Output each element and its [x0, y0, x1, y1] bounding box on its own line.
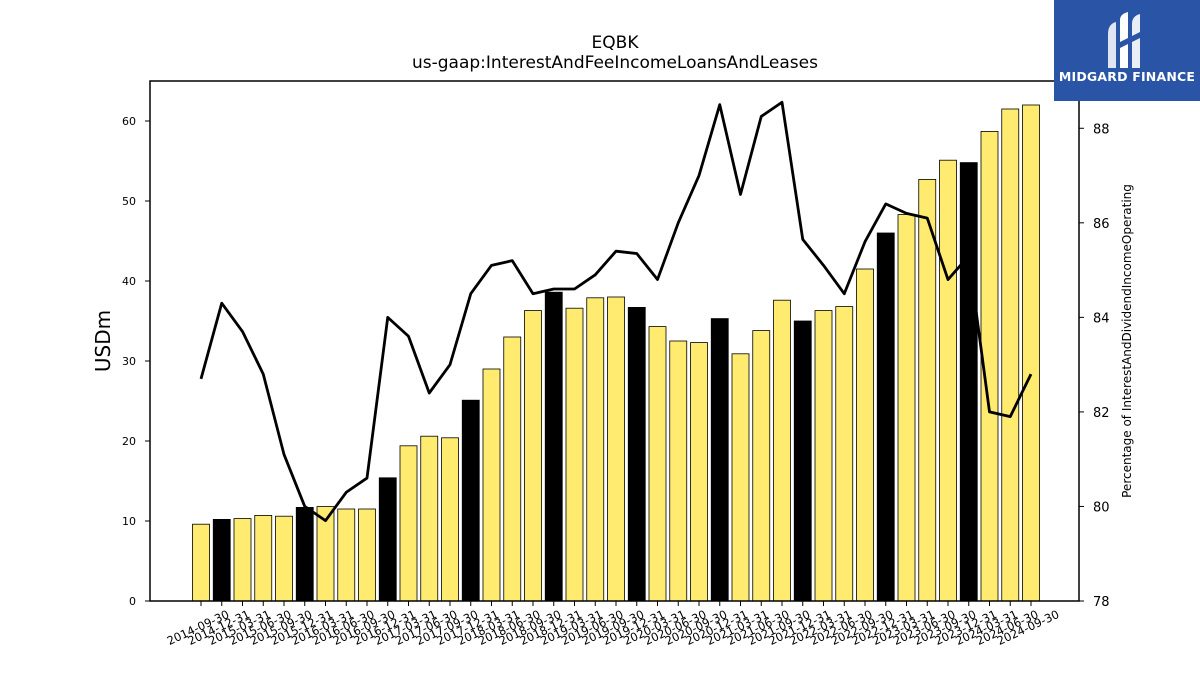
bar-2021-12-31 — [793, 320, 812, 602]
bar-2023-03-31 — [897, 214, 916, 602]
bar-series — [192, 104, 1040, 602]
bar-2015-06-30 — [254, 515, 273, 602]
y-tick-label-30: 30 — [122, 355, 136, 368]
x-axis: 2014-09-302014-12-312015-03-312015-06-30… — [165, 601, 1061, 648]
line-series — [199, 100, 1033, 523]
bar-2017-09-30 — [441, 437, 459, 602]
y-tick-label-40: 40 — [122, 275, 136, 288]
bar-2023-09-30 — [939, 159, 957, 602]
bar-2019-12-31 — [627, 306, 646, 602]
y-tick-label-60: 60 — [122, 115, 136, 128]
bar-2022-03-31 — [814, 310, 833, 602]
bar-2016-09-30 — [358, 508, 376, 602]
bar-2016-12-31 — [378, 477, 397, 602]
bar-2023-06-30 — [918, 178, 937, 602]
bar-2015-12-31 — [295, 506, 314, 602]
bar-2019-09-30 — [607, 296, 625, 602]
y-axis-right: 78 80 82 84 86 88 — [1079, 122, 1110, 610]
y2-tick-label-84: 84 — [1093, 311, 1110, 326]
bar-2018-03-31 — [482, 368, 501, 602]
percentage-line — [199, 100, 1033, 523]
bar-2022-09-30 — [856, 268, 874, 602]
bar-2018-12-31 — [544, 291, 563, 602]
bar-2021-06-30 — [752, 330, 771, 602]
bar-2016-06-30 — [337, 508, 356, 602]
bar-2017-06-30 — [420, 435, 439, 602]
bar-2022-06-30 — [835, 306, 854, 602]
bar-2015-09-30 — [275, 515, 293, 602]
bar-2018-06-30 — [503, 336, 522, 602]
chart-subtitle: us-gaap:InterestAndFeeIncomeLoansAndLeas… — [412, 53, 818, 73]
bar-2020-03-31 — [648, 326, 667, 602]
bar-2020-09-30 — [690, 342, 708, 602]
bar-2021-09-30 — [773, 299, 791, 602]
brand-logo: MIDGARD FINANCE — [1054, 0, 1200, 101]
y-axis-label: USDm — [91, 310, 115, 372]
y2-tick-label-88: 88 — [1093, 122, 1110, 137]
y2-tick-label-80: 80 — [1093, 500, 1110, 515]
y2-tick-label-78: 78 — [1093, 595, 1110, 610]
bar-2017-12-31 — [461, 399, 480, 602]
bar-2020-06-30 — [669, 340, 688, 602]
bar-2020-12-31 — [710, 318, 729, 602]
plot-frame — [149, 80, 1080, 602]
bar-2024-09-30 — [1022, 104, 1040, 602]
bar-2015-03-31 — [233, 518, 252, 602]
bar-2019-03-31 — [565, 307, 584, 602]
bar-2023-12-31 — [959, 162, 978, 602]
midgard-logo-icon — [1108, 12, 1140, 68]
chart-title: EQBK — [592, 33, 640, 53]
brand-logo-text: MIDGARD FINANCE — [1058, 69, 1196, 84]
y2-tick-label-82: 82 — [1093, 406, 1110, 421]
y2-axis-label: Percentage of InterestAndDividendIncomeO… — [1120, 184, 1134, 498]
bar-2014-09-30 — [192, 523, 210, 602]
y-tick-label-20: 20 — [122, 435, 136, 448]
y-tick-label-0: 0 — [129, 595, 136, 608]
y-tick-label-10: 10 — [122, 515, 136, 528]
bar-2024-06-30 — [1001, 108, 1020, 602]
bar-2018-09-30 — [524, 310, 542, 602]
bar-2014-12-31 — [212, 519, 231, 602]
y2-tick-label-86: 86 — [1093, 217, 1110, 232]
bar-2022-12-31 — [876, 232, 895, 602]
bar-2017-03-31 — [399, 445, 418, 602]
bar-2021-03-31 — [731, 353, 750, 602]
y-axis-left: 0 10 20 30 40 50 60 — [122, 115, 150, 608]
bar-2019-06-30 — [586, 297, 605, 602]
y-tick-label-50: 50 — [122, 195, 136, 208]
